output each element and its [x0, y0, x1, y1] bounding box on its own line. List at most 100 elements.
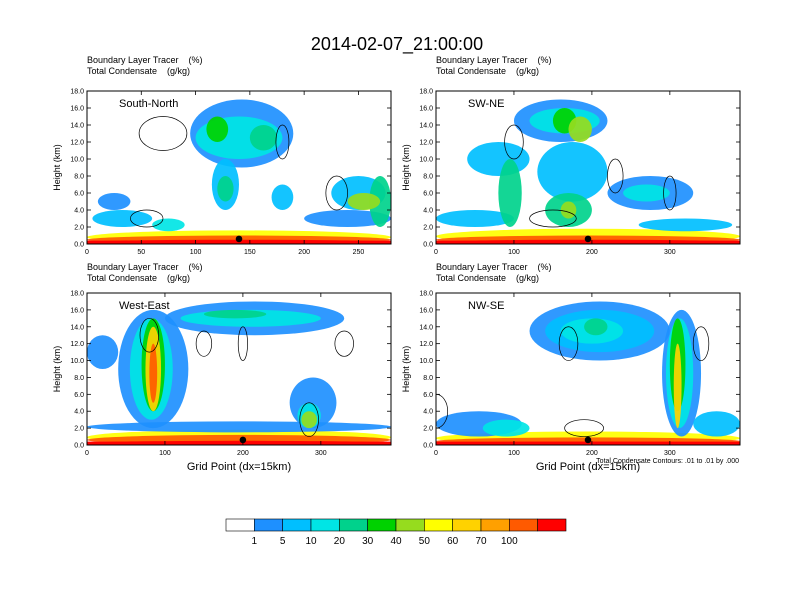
x-tick-label: 300	[664, 450, 676, 457]
colorbar-box	[282, 518, 312, 532]
y-tick-label: 10.0	[419, 157, 433, 164]
tracer-region-13	[271, 184, 294, 210]
x-tick-label: 200	[586, 249, 598, 256]
y-tick-label: 0.0	[74, 242, 84, 249]
colorbar-label: 70	[475, 536, 487, 547]
y-tick-label: 4.0	[74, 208, 84, 215]
panel-label: South-North	[119, 98, 178, 110]
surface-band	[87, 240, 391, 244]
y-tick-label: 2.0	[423, 426, 433, 433]
y-tick-label: 16.0	[419, 106, 433, 113]
y-tick-label: 18.0	[419, 89, 433, 96]
colorbar: 1 5 10 20 30 40 50 60 70 100	[225, 518, 567, 547]
colorbar-box	[480, 518, 510, 532]
colorbar-box	[225, 518, 255, 532]
colorbar-box	[452, 518, 482, 532]
y-tick-label: 18.0	[70, 89, 84, 96]
colorbar-label: 40	[390, 536, 402, 547]
colorbar-box	[424, 518, 453, 532]
y-tick-label: 6.0	[423, 191, 433, 198]
y-tick-label: 2.0	[74, 426, 84, 433]
panel-1: 0.0 2.0 4.0 6.0 8.0 10.0 12.0 14.0 16.0 18.0 0 50 10…	[52, 55, 392, 256]
colorbar-box	[310, 518, 340, 532]
condensate-contour-1	[504, 124, 524, 160]
header-line-2: Total Condensate (g/kg)	[87, 273, 190, 283]
tracer-region-8	[584, 318, 608, 336]
x-tick-label: 100	[508, 249, 520, 256]
condensate-contour-2	[130, 209, 164, 228]
tracer-field	[436, 301, 740, 445]
figure-title: 2014-02-07_21:00:00	[311, 34, 483, 55]
x-tick-label: 0	[85, 450, 89, 457]
colorbar-label: 100	[501, 536, 518, 547]
condensate-contour-3	[237, 326, 248, 361]
y-tick-label: 4.0	[423, 409, 433, 416]
tracer-region-16	[638, 218, 733, 232]
tracer-region-17	[347, 193, 381, 210]
plot-frame	[435, 90, 741, 245]
condensate-contour-3	[663, 175, 677, 211]
tracer-region-10	[249, 125, 277, 151]
panel-label: NW-SE	[468, 300, 504, 312]
plot-frame	[86, 90, 392, 245]
panel-label: SW-NE	[468, 98, 504, 110]
x-tick-label: 200	[298, 249, 310, 256]
y-tick-label: 6.0	[74, 392, 84, 399]
tracer-region-16	[87, 335, 119, 369]
header-line-2: Total Condensate (g/kg)	[436, 273, 539, 283]
y-tick-label: 12.0	[419, 341, 433, 348]
panel-label: West-East	[119, 300, 170, 312]
location-marker	[235, 235, 243, 243]
colorbar-label: 1	[252, 536, 258, 547]
condensate-contour-1	[139, 317, 160, 353]
condensate-contour-1	[436, 393, 449, 429]
condensate-contour-5	[334, 330, 354, 357]
x-axis-title: Grid Point (dx=15km)	[536, 461, 640, 473]
header-line-1: Boundary Layer Tracer (%)	[436, 262, 552, 272]
colorbar-box	[537, 518, 567, 532]
contour-note: Total Condensate Contours: .01 to .01 by…	[596, 458, 739, 465]
x-tick-label: 0	[434, 450, 438, 457]
x-tick-label: 200	[586, 450, 598, 457]
tracer-field	[87, 99, 391, 244]
header-line-1: Boundary Layer Tracer (%)	[436, 55, 552, 65]
tracer-region-6	[152, 218, 185, 232]
x-tick-label: 50	[137, 249, 145, 256]
tracer-field	[87, 301, 391, 445]
y-tick-label: 8.0	[74, 375, 84, 382]
y-tick-label: 14.0	[70, 324, 84, 331]
tracer-region-15	[623, 184, 670, 202]
tracer-region-6	[498, 159, 522, 227]
x-tick-label: 100	[508, 450, 520, 457]
tracer-region-12	[673, 343, 682, 429]
y-tick-label: 14.0	[419, 324, 433, 331]
colorbar-label: 20	[334, 536, 346, 547]
y-tick-label: 6.0	[423, 392, 433, 399]
x-tick-label: 0	[434, 249, 438, 256]
tracer-region-9	[149, 343, 158, 403]
y-tick-label: 4.0	[423, 208, 433, 215]
condensate-contour-2	[558, 326, 579, 361]
panels: 0.0 2.0 4.0 6.0 8.0 10.0 12.0 14.0 16.0 18.0 0 50 10…	[52, 55, 741, 473]
y-tick-label: 18.0	[419, 291, 433, 298]
surface-band	[436, 240, 740, 244]
y-axis-title: Height (km)	[401, 144, 411, 191]
tracer-region-15	[301, 411, 317, 429]
y-tick-label: 8.0	[423, 174, 433, 181]
colorbar-box	[367, 518, 397, 532]
y-tick-label: 14.0	[70, 123, 84, 130]
x-tick-label: 100	[190, 249, 202, 256]
header-line-1: Boundary Layer Tracer (%)	[87, 262, 203, 272]
surface-band	[87, 441, 391, 445]
y-tick-label: 0.0	[74, 443, 84, 450]
condensate-contour-4	[564, 419, 604, 437]
x-tick-label: 300	[315, 450, 327, 457]
x-tick-label: 200	[237, 450, 249, 457]
tracer-region-13	[693, 411, 740, 437]
x-tick-label: 250	[353, 249, 365, 256]
location-marker	[239, 436, 247, 444]
location-marker	[584, 436, 592, 444]
panel-3: 0.0 2.0 4.0 6.0 8.0 10.0 12.0 14.0 16.0 18.0 0 100 2…	[52, 262, 392, 473]
condensate-contour-4	[529, 209, 577, 228]
